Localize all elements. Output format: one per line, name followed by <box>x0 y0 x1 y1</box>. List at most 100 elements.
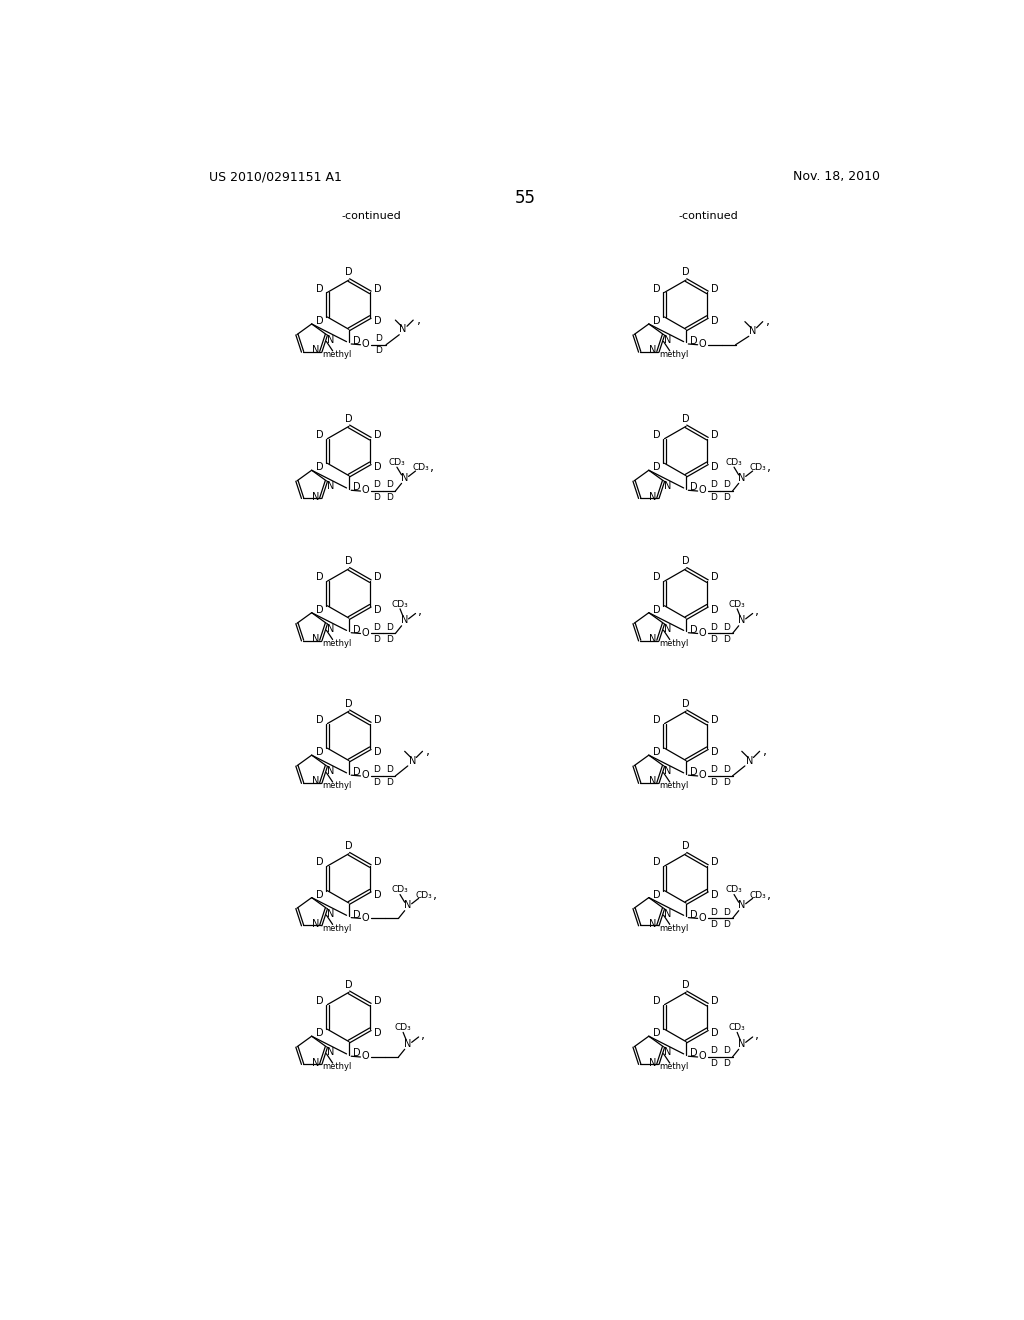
Text: D: D <box>386 480 392 490</box>
Text: D: D <box>315 747 324 758</box>
Text: D: D <box>345 556 352 566</box>
Text: D: D <box>374 623 380 632</box>
Text: ,: , <box>426 744 430 758</box>
Text: -continued: -continued <box>341 211 400 222</box>
Text: CD₃: CD₃ <box>391 599 409 609</box>
Text: D: D <box>353 482 360 492</box>
Text: D: D <box>345 698 352 709</box>
Text: N: N <box>312 634 319 644</box>
Text: ,: , <box>756 1028 760 1041</box>
Text: D: D <box>711 635 718 644</box>
Text: D: D <box>653 430 660 440</box>
Text: D: D <box>723 777 730 787</box>
Text: D: D <box>374 777 380 787</box>
Text: D: D <box>353 767 360 777</box>
Text: D: D <box>690 624 697 635</box>
Text: D: D <box>653 890 660 899</box>
Text: D: D <box>315 1028 324 1038</box>
Text: D: D <box>711 920 718 929</box>
Text: D: D <box>690 1048 697 1059</box>
Text: O: O <box>698 1051 707 1061</box>
Text: CD₃: CD₃ <box>729 599 745 609</box>
Text: ,: , <box>767 888 771 902</box>
Text: N: N <box>312 919 319 929</box>
Text: N: N <box>401 473 409 483</box>
Text: methyl: methyl <box>658 924 688 933</box>
Text: D: D <box>682 698 690 709</box>
Text: D: D <box>353 624 360 635</box>
Text: O: O <box>361 486 369 495</box>
Text: D: D <box>712 714 719 725</box>
Text: ,: , <box>421 1028 425 1041</box>
Text: D: D <box>386 766 392 775</box>
Text: D: D <box>682 556 690 566</box>
Text: N: N <box>328 482 335 491</box>
Text: D: D <box>711 766 718 775</box>
Text: D: D <box>353 1048 360 1059</box>
Text: D: D <box>723 623 730 632</box>
Text: CD₃: CD₃ <box>750 463 766 473</box>
Text: D: D <box>315 462 324 473</box>
Text: US 2010/0291151 A1: US 2010/0291151 A1 <box>209 170 342 183</box>
Text: D: D <box>712 573 719 582</box>
Text: CD₃: CD₃ <box>391 886 409 895</box>
Text: N: N <box>738 900 745 911</box>
Text: D: D <box>375 346 382 355</box>
Text: D: D <box>653 857 660 867</box>
Text: D: D <box>712 857 719 867</box>
Text: D: D <box>345 979 352 990</box>
Text: D: D <box>375 284 382 293</box>
Text: ,: , <box>433 888 437 902</box>
Text: D: D <box>723 492 730 502</box>
Text: ,: , <box>430 462 434 474</box>
Text: N: N <box>312 346 319 355</box>
Text: N: N <box>328 1047 335 1057</box>
Text: D: D <box>375 857 382 867</box>
Text: methyl: methyl <box>322 924 351 933</box>
Text: D: D <box>711 777 718 787</box>
Text: -continued: -continued <box>678 211 738 222</box>
Text: D: D <box>682 268 690 277</box>
Text: D: D <box>375 605 382 615</box>
Text: D: D <box>723 908 730 916</box>
Text: D: D <box>711 1059 718 1068</box>
Text: D: D <box>711 1047 718 1055</box>
Text: D: D <box>690 335 697 346</box>
Text: O: O <box>361 770 369 780</box>
Text: D: D <box>315 890 324 899</box>
Text: N: N <box>328 766 335 776</box>
Text: D: D <box>375 573 382 582</box>
Text: N: N <box>665 624 672 634</box>
Text: methyl: methyl <box>322 1063 351 1072</box>
Text: N: N <box>312 1057 319 1068</box>
Text: D: D <box>345 841 352 851</box>
Text: D: D <box>690 767 697 777</box>
Text: D: D <box>653 573 660 582</box>
Text: methyl: methyl <box>658 781 688 791</box>
Text: D: D <box>711 908 718 916</box>
Text: 55: 55 <box>514 190 536 207</box>
Text: N: N <box>649 346 656 355</box>
Text: methyl: methyl <box>322 350 351 359</box>
Text: D: D <box>315 284 324 293</box>
Text: D: D <box>353 909 360 920</box>
Text: D: D <box>712 890 719 899</box>
Text: D: D <box>375 714 382 725</box>
Text: N: N <box>665 766 672 776</box>
Text: CD₃: CD₃ <box>416 891 432 900</box>
Text: D: D <box>711 480 718 490</box>
Text: D: D <box>653 1028 660 1038</box>
Text: CD₃: CD₃ <box>394 1023 412 1032</box>
Text: N: N <box>404 1039 412 1049</box>
Text: D: D <box>386 623 392 632</box>
Text: CD₃: CD₃ <box>726 458 742 467</box>
Text: N: N <box>665 335 672 345</box>
Text: D: D <box>723 920 730 929</box>
Text: D: D <box>712 315 719 326</box>
Text: D: D <box>712 605 719 615</box>
Text: O: O <box>698 912 707 923</box>
Text: D: D <box>375 747 382 758</box>
Text: D: D <box>723 1059 730 1068</box>
Text: ,: , <box>418 606 422 619</box>
Text: ,: , <box>767 462 771 474</box>
